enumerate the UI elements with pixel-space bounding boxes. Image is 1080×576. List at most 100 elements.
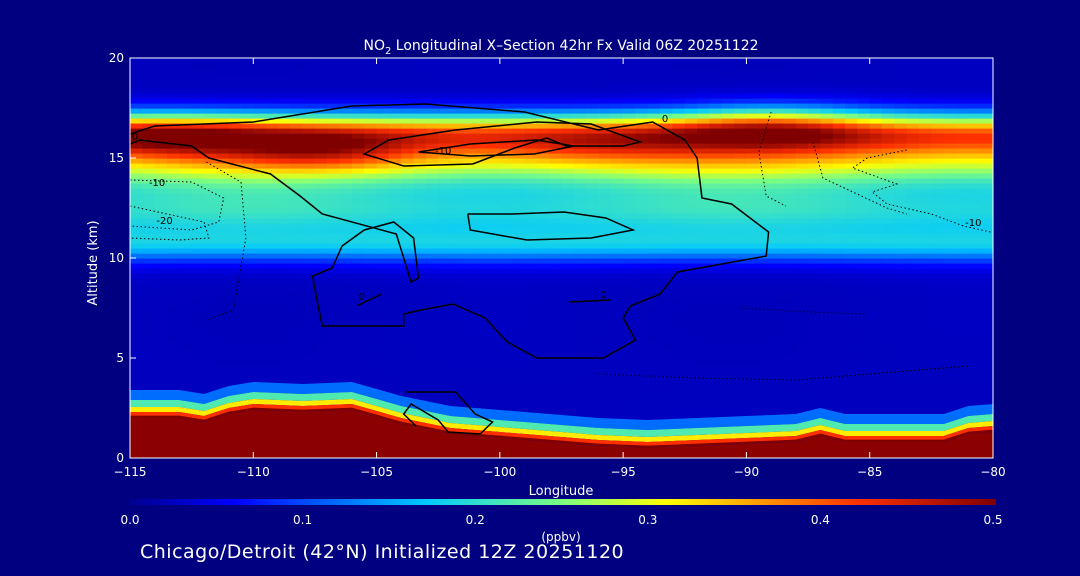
field-cell — [549, 393, 563, 399]
field-cell — [154, 58, 168, 64]
field-cell — [894, 408, 908, 414]
field-cell — [561, 118, 575, 124]
field-cell — [857, 183, 871, 189]
field-cell — [228, 353, 242, 359]
field-cell — [512, 333, 526, 339]
field-cell — [610, 408, 624, 414]
field-cell — [388, 208, 402, 214]
field-cell — [388, 118, 402, 124]
field-cell — [438, 238, 452, 244]
field-cell — [734, 173, 748, 179]
field-cell — [512, 403, 526, 409]
field-cell — [253, 108, 267, 114]
field-cell — [216, 273, 230, 279]
field-cell — [376, 358, 390, 364]
field-cell — [154, 223, 168, 229]
field-cell — [561, 108, 575, 114]
field-cell — [265, 298, 279, 304]
field-cell — [388, 298, 402, 304]
field-cell — [240, 308, 254, 314]
field-cell — [401, 93, 415, 99]
field-cell — [166, 93, 180, 99]
field-cell — [672, 263, 686, 269]
field-cell — [647, 228, 661, 234]
field-cell — [561, 168, 575, 174]
field-cell — [524, 188, 538, 194]
field-cell — [697, 363, 711, 369]
field-cell — [401, 328, 415, 334]
field-cell — [734, 158, 748, 164]
field-cell — [154, 143, 168, 149]
field-cell — [573, 263, 587, 269]
field-cell — [265, 358, 279, 364]
field-cell — [364, 378, 378, 384]
field-cell — [660, 228, 674, 234]
field-cell — [598, 408, 612, 414]
field-cell — [623, 308, 637, 314]
field-cell — [709, 168, 723, 174]
field-cell — [450, 263, 464, 269]
field-cell — [376, 193, 390, 199]
field-cell — [290, 318, 304, 324]
field-cell — [142, 153, 156, 159]
field-cell — [721, 248, 735, 254]
field-cell — [869, 288, 883, 294]
field-cell — [277, 168, 291, 174]
field-cell — [351, 163, 365, 169]
field-cell — [721, 128, 735, 134]
field-cell — [697, 328, 711, 334]
field-cell — [598, 158, 612, 164]
field-cell — [684, 123, 698, 129]
field-cell — [376, 68, 390, 74]
field-cell — [314, 93, 328, 99]
field-cell — [549, 103, 563, 109]
field-cell — [623, 343, 637, 349]
field-cell — [734, 223, 748, 229]
field-cell — [672, 133, 686, 139]
field-cell — [647, 233, 661, 239]
field-cell — [586, 398, 600, 404]
field-cell — [561, 123, 575, 129]
field-cell — [438, 393, 452, 399]
field-cell — [857, 323, 871, 329]
field-cell — [166, 378, 180, 384]
field-cell — [746, 378, 760, 384]
field-cell — [684, 143, 698, 149]
field-cell — [845, 88, 858, 94]
field-cell — [314, 158, 328, 164]
field-cell — [561, 138, 575, 144]
field-cell — [882, 293, 895, 299]
field-cell — [586, 303, 600, 309]
field-cell — [771, 298, 785, 304]
field-cell — [142, 343, 156, 349]
field-cell — [869, 268, 883, 274]
field-cell — [758, 158, 772, 164]
field-cell — [709, 78, 723, 84]
field-cell — [598, 188, 612, 194]
field-cell — [450, 113, 464, 119]
field-cell — [734, 133, 748, 139]
field-cell — [845, 118, 858, 124]
field-cell — [166, 293, 180, 299]
field-cell — [462, 298, 476, 304]
field-cell — [450, 313, 464, 319]
field-cell — [610, 388, 624, 394]
field-cell — [388, 353, 402, 359]
field-cell — [820, 63, 834, 69]
field-cell — [832, 183, 846, 189]
field-cell — [610, 288, 624, 294]
field-cell — [524, 368, 538, 374]
field-cell — [154, 98, 168, 104]
field-cell — [475, 208, 489, 214]
field-cell — [635, 83, 649, 89]
field-cell — [549, 128, 563, 134]
field-cell — [808, 133, 821, 139]
field-cell — [647, 238, 661, 244]
field-cell — [253, 173, 267, 179]
field-cell — [549, 68, 563, 74]
field-cell — [573, 158, 587, 164]
field-cell — [487, 368, 501, 374]
field-cell — [154, 203, 168, 209]
field-cell — [647, 58, 661, 64]
field-cell — [450, 283, 464, 289]
